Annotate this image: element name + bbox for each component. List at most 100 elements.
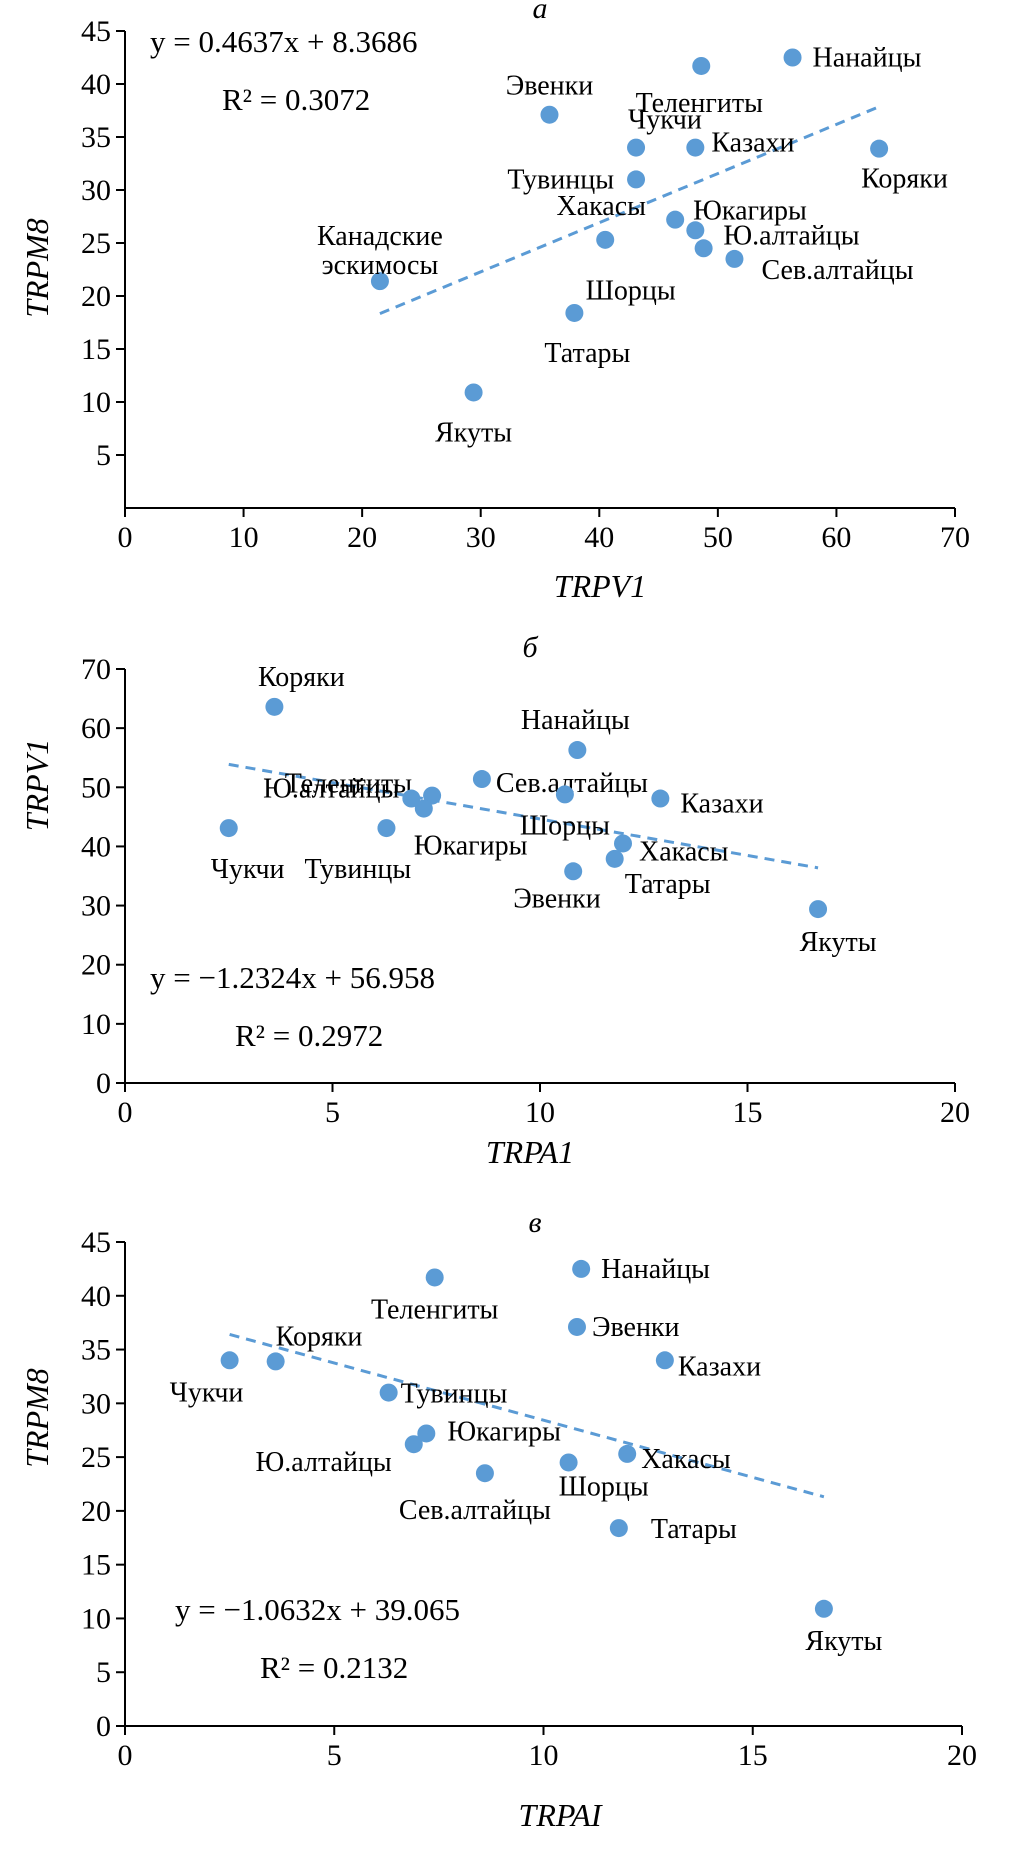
x-tick-label: 30 [466,521,496,554]
x-tick-label: 5 [325,1096,340,1129]
data-point [567,1317,586,1336]
x-axis-title: TRPA1 [486,1134,574,1170]
point-label: Коряки [258,662,345,693]
data-point [464,383,483,402]
point-label: Нанайцы [521,705,630,736]
y-tick-label: 15 [81,333,111,366]
point-label: Чукчи [211,854,285,885]
point-label: Теленгиты [285,769,413,800]
data-point [666,210,685,229]
data-point [379,1383,398,1402]
x-tick-label: 15 [733,1096,763,1129]
x-tick-label: 0 [118,1739,133,1772]
point-label: Ю.алтайцы [723,220,859,251]
r-squared-label: R² = 0.2972 [235,1018,383,1053]
x-tick-label: 60 [821,521,851,554]
panel-a: а 0 10 20 30 40 50 60 70 5 10 15 20 25 30 35 40 45 TRPV1 TR… [19,0,970,604]
data-point [614,834,632,853]
point-label: Шорцы [559,1471,649,1502]
regression-equation: y = 0.4637x + 8.3686 [150,24,417,59]
y-tick-label: 45 [81,1226,111,1259]
point-label: Хакасы [556,191,646,222]
y-tick-label: 10 [81,386,111,419]
data-point [219,819,238,838]
trendline [228,762,819,870]
point-label: Юкагиры [693,196,807,227]
point-label: Сев.алтайцы [761,255,913,286]
y-axis-title: TRPM8 [19,1368,55,1468]
x-tick-label: 10 [529,1739,559,1772]
point-label: Сев.алтайцы [399,1495,551,1526]
y-tick-label: 50 [81,771,111,804]
point-label: Нанайцы [813,43,922,74]
y-tick-label: 10 [81,1008,111,1041]
y-tick-label: 30 [81,174,111,207]
y-tick-label: 15 [81,1549,111,1582]
y-tick-label: 30 [81,1387,111,1420]
point-label: Казахи [680,789,763,820]
regression-equation: y = −1.2324x + 56.958 [150,960,435,995]
data-point [559,1453,578,1472]
x-tick-label: 20 [940,1096,970,1129]
r-squared-label: R² = 0.3072 [222,82,370,117]
x-tick-label: 70 [940,521,970,554]
point-label: Тувинцы [507,164,614,195]
x-axis-title: TRPAI [519,1797,603,1833]
y-tick-label: 30 [81,890,111,923]
y-tick-label: 25 [81,227,111,260]
y-tick-label: 60 [81,712,111,745]
trendline [229,1332,825,1499]
y-tick-label: 40 [81,830,111,863]
x-tick-label: 0 [118,521,133,554]
x-tick-label: 5 [327,1739,342,1772]
data-point [564,862,583,881]
data-point [814,1599,833,1618]
data-point [555,785,574,804]
y-tick-label: 20 [81,280,111,313]
data-point [404,1435,423,1454]
y-tick-label: 35 [81,121,111,154]
regression-equation: y = −1.0632x + 39.065 [175,1592,460,1627]
point-label: Теленгиты [371,1294,499,1325]
point-label: Шорцы [520,810,610,841]
point-label: Чукчи [628,105,702,136]
point-label: Ю.алтайцы [263,774,399,805]
x-axis-title: TRPV1 [554,568,646,604]
data-point [540,105,559,124]
data-point [377,819,396,838]
y-axis-title: TRPM8 [19,218,55,318]
point-label: Казахи [678,1351,761,1382]
data-point [220,1351,239,1370]
point-label: Теленгиты [636,88,764,119]
data-point [472,770,491,789]
data-point [565,303,584,322]
panel-c: в 0 5 10 15 20 0 5 10 15 20 25 30 35 40 45 TRPAI TRPM8 y =… [19,1206,977,1833]
data-point [686,221,705,240]
point-label: Канадские эскимосы [317,221,443,281]
data-point [266,1352,285,1371]
panel-letter: а [533,0,548,25]
panel-letter: в [528,1206,541,1239]
y-tick-label: 45 [81,15,111,48]
data-point [694,239,713,258]
x-tick-label: 40 [584,521,614,554]
point-label: Юкагиры [414,831,528,862]
data-point [686,138,705,157]
point-label: Тувинцы [304,854,411,885]
data-point [475,1464,494,1483]
trendline [379,105,879,316]
x-tick-label: 10 [229,521,259,554]
data-point [370,272,389,291]
point-label: Ю.алтайцы [256,1447,392,1478]
point-label: Эвенки [513,883,601,914]
y-tick-label: 40 [81,68,111,101]
data-point [605,849,624,868]
x-tick-label: 50 [703,521,733,554]
point-label: Хакасы [639,836,729,867]
data-point [265,697,284,716]
point-label: Якуты [435,417,512,448]
x-tick-label: 0 [118,1096,133,1129]
point-label: Шорцы [586,275,676,306]
y-tick-label: 0 [96,1710,111,1743]
point-label: Якуты [805,1626,882,1657]
